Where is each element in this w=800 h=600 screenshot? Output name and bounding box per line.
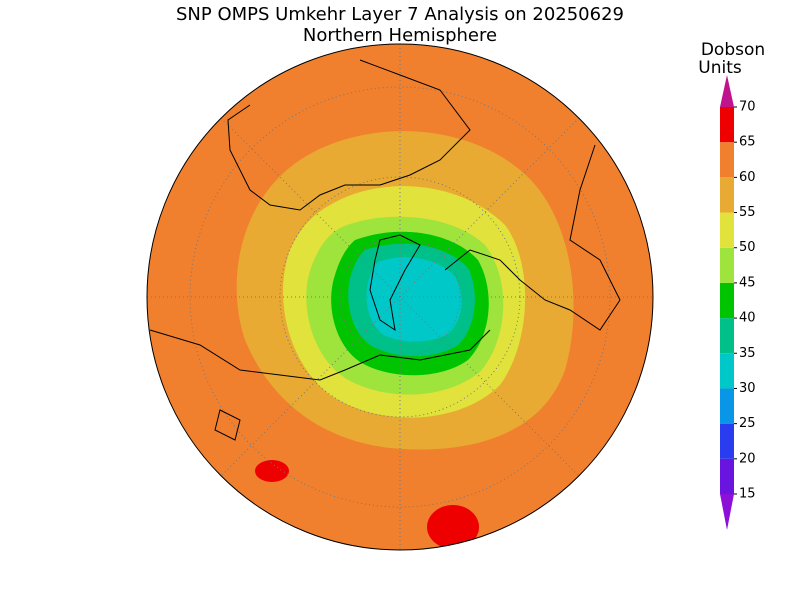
colorbar-segment [720, 282, 734, 319]
colorbar-segment [720, 212, 734, 248]
colorbar-tick-label: 15 [739, 487, 756, 502]
graticule [147, 44, 653, 550]
colorbar-tick-label: 65 [739, 135, 756, 150]
title: SNP OMPS Umkehr Layer 7 Analysis on 2025… [176, 4, 624, 25]
contour-fill [427, 505, 479, 549]
colorbar-segment [720, 353, 734, 389]
colorbar-segment [720, 107, 734, 143]
contour-fill [366, 257, 462, 342]
coastlines [149, 59, 621, 441]
colorbar-under-arrow [720, 494, 734, 530]
colorbar-over-arrow [720, 75, 734, 107]
subtitle: Northern Hemisphere [303, 25, 497, 46]
colorbar-segment [720, 388, 734, 424]
map [147, 44, 653, 550]
colorbar-tick-label: 25 [739, 416, 756, 431]
map-border [146, 43, 654, 551]
colorbar-tick-label: 35 [739, 346, 756, 361]
colorbar-tick-label: 20 [739, 451, 756, 466]
colorbar-segment [720, 247, 734, 283]
colorbar-segment [720, 142, 734, 178]
colorbar-segment [720, 177, 734, 213]
colorbar-tick-label: 45 [739, 275, 756, 290]
colorbar-tick-label: 30 [739, 381, 756, 396]
colorbar-tick-label: 70 [739, 100, 756, 115]
colorbar-segment [720, 423, 734, 459]
colorbar-segment [720, 318, 734, 354]
colorbar-tick-label: 40 [739, 311, 756, 326]
colorbar-tick-label: 60 [739, 170, 756, 185]
colorbar-label: Units [698, 58, 742, 78]
colorbar-tick-label: 50 [739, 240, 756, 255]
colorbar: 15 20 25 30 35 40 45 50 55 60 65 70 [720, 75, 756, 530]
colorbar-label: Dobson [701, 40, 765, 60]
contour-fill [255, 460, 289, 482]
colorbar-tick-label: 55 [739, 205, 756, 220]
colorbar-segment [720, 458, 734, 494]
